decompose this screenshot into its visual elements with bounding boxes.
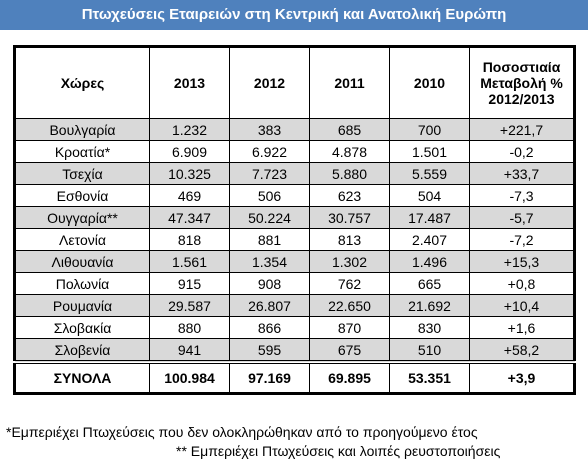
table-cell: Βουλγαρία xyxy=(14,118,150,141)
table-cell: 870 xyxy=(309,316,390,339)
table-cell: 4.878 xyxy=(309,140,390,163)
table-cell: -7,3 xyxy=(469,184,575,207)
table-cell: 53.351 xyxy=(389,360,470,394)
footnote: *Εμπεριέχει Πτωχεύσεις που δεν ολοκληρώθ… xyxy=(6,424,478,440)
table-cell: 7.723 xyxy=(229,162,310,185)
table-cell: 1.354 xyxy=(229,250,310,273)
table-cell: +221,7 xyxy=(469,118,575,141)
table-cell: 6.922 xyxy=(229,140,310,163)
table-cell: 1.561 xyxy=(149,250,230,273)
table-row: Σλοβενία 941 595 675 510 +58,2 xyxy=(14,338,575,363)
table-cell: 941 xyxy=(149,338,230,363)
table-cell: 26.807 xyxy=(229,294,310,317)
table-cell: 1.302 xyxy=(309,250,390,273)
table-cell: 675 xyxy=(309,338,390,363)
cell-line: 2012/2013 xyxy=(488,91,555,107)
table-cell: 17.487 xyxy=(389,206,470,229)
table-cell: Κροατία* xyxy=(14,140,150,163)
table-cell: Λιθουανία xyxy=(14,250,150,273)
table-cell: 830 xyxy=(389,316,470,339)
table-row: Ουγγαρία** 47.347 50.224 30.757 17.487 -5,7 xyxy=(14,206,575,229)
table-cell: 22.650 xyxy=(309,294,390,317)
table-cell: 881 xyxy=(229,228,310,251)
table-cell: 762 xyxy=(309,272,390,295)
table-cell: +1,6 xyxy=(469,316,575,339)
table-cell: 866 xyxy=(229,316,310,339)
table-cell: 97.169 xyxy=(229,360,310,394)
table-cell: +10,4 xyxy=(469,294,575,317)
table-cell: 2013 xyxy=(149,46,230,119)
table-cell: 469 xyxy=(149,184,230,207)
table-row: Κροατία* 6.909 6.922 4.878 1.501 -0,2 xyxy=(14,140,575,163)
table-cell: 30.757 xyxy=(309,206,390,229)
table-cell: 5.559 xyxy=(389,162,470,185)
table-row: Βουλγαρία 1.232 383 685 700 +221,7 xyxy=(14,118,575,141)
table-cell: 21.692 xyxy=(389,294,470,317)
table-row: Ρουμανία 29.587 26.807 22.650 21.692 +10,4 xyxy=(14,294,575,317)
table-cell: 5.880 xyxy=(309,162,390,185)
table-cell: 6.909 xyxy=(149,140,230,163)
table-cell: 47.347 xyxy=(149,206,230,229)
table-cell: 100.984 xyxy=(149,360,230,394)
table-cell: Λετονία xyxy=(14,228,150,251)
table-cell: Τσεχία xyxy=(14,162,150,185)
table-cell: Σλοβακία xyxy=(14,316,150,339)
table-cell: Χώρες xyxy=(14,46,150,119)
table-cell: 818 xyxy=(149,228,230,251)
table-cell: -0,2 xyxy=(469,140,575,163)
table-row: Χώρες 2013 2012 2011 2010 Ποσοστιαία Μεταβολή … xyxy=(14,46,575,119)
table-cell: ΣΥΝΟΛΑ xyxy=(14,360,150,394)
table-cell: 29.587 xyxy=(149,294,230,317)
table-cell: Πολωνία xyxy=(14,272,150,295)
table-row: ΣΥΝΟΛΑ 100.984 97.169 69.895 53.351 +3,9 xyxy=(14,360,575,394)
table-cell: -5,7 xyxy=(469,206,575,229)
table-cell: 685 xyxy=(309,118,390,141)
table-row: Λιθουανία 1.561 1.354 1.302 1.496 +15,3 xyxy=(14,250,575,273)
table-cell: 504 xyxy=(389,184,470,207)
table-cell: 2011 xyxy=(309,46,390,119)
table-cell: 700 xyxy=(389,118,470,141)
table-cell: Σλοβενία xyxy=(14,338,150,363)
table-cell: +0,8 xyxy=(469,272,575,295)
table-cell: 1.501 xyxy=(389,140,470,163)
table-cell: 1.232 xyxy=(149,118,230,141)
table-row: Πολωνία 915 908 762 665 +0,8 xyxy=(14,272,575,295)
table: Χώρες 2013 2012 2011 2010 Ποσοστιαία Μεταβολή … xyxy=(13,45,576,395)
table-row: Τσεχία 10.325 7.723 5.880 5.559 +33,7 xyxy=(14,162,575,185)
cell-line: Ποσοστιαία xyxy=(482,59,561,75)
table-cell: 915 xyxy=(149,272,230,295)
cell-line: Μεταβολή % xyxy=(480,75,563,91)
title-bar: Πτωχεύσεις Εταιρειών στη Κεντρική και Αν… xyxy=(0,0,588,30)
table-cell: 2.407 xyxy=(389,228,470,251)
table-cell: 510 xyxy=(389,338,470,363)
table-cell: 2012 xyxy=(229,46,310,119)
table-cell: -7,2 xyxy=(469,228,575,251)
table-cell: 69.895 xyxy=(309,360,390,394)
table-row: Εσθονία 469 506 623 504 -7,3 xyxy=(14,184,575,207)
table-cell: 813 xyxy=(309,228,390,251)
table-cell: 1.496 xyxy=(389,250,470,273)
table-cell: Ρουμανία xyxy=(14,294,150,317)
table-cell: Ποσοστιαία Μεταβολή % 2012/2013 xyxy=(469,46,575,119)
table-cell: 50.224 xyxy=(229,206,310,229)
table-cell: 665 xyxy=(389,272,470,295)
table-cell: 908 xyxy=(229,272,310,295)
table-cell: 10.325 xyxy=(149,162,230,185)
table-cell: Εσθονία xyxy=(14,184,150,207)
table-cell: +33,7 xyxy=(469,162,575,185)
table-cell: 2010 xyxy=(389,46,470,119)
footnote: ** Εμπεριέχει Πτωχεύσεις και λοιπές ρευσ… xyxy=(176,443,501,459)
table-row: Λετονία 818 881 813 2.407 -7,2 xyxy=(14,228,575,251)
table-cell: +15,3 xyxy=(469,250,575,273)
table-cell: +3,9 xyxy=(469,360,575,394)
table-cell: 880 xyxy=(149,316,230,339)
table-cell: 383 xyxy=(229,118,310,141)
table-cell: 623 xyxy=(309,184,390,207)
table-row: Σλοβακία 880 866 870 830 +1,6 xyxy=(14,316,575,339)
table-cell: 506 xyxy=(229,184,310,207)
table-cell: +58,2 xyxy=(469,338,575,363)
table-cell: Ουγγαρία** xyxy=(14,206,150,229)
table-cell: 595 xyxy=(229,338,310,363)
